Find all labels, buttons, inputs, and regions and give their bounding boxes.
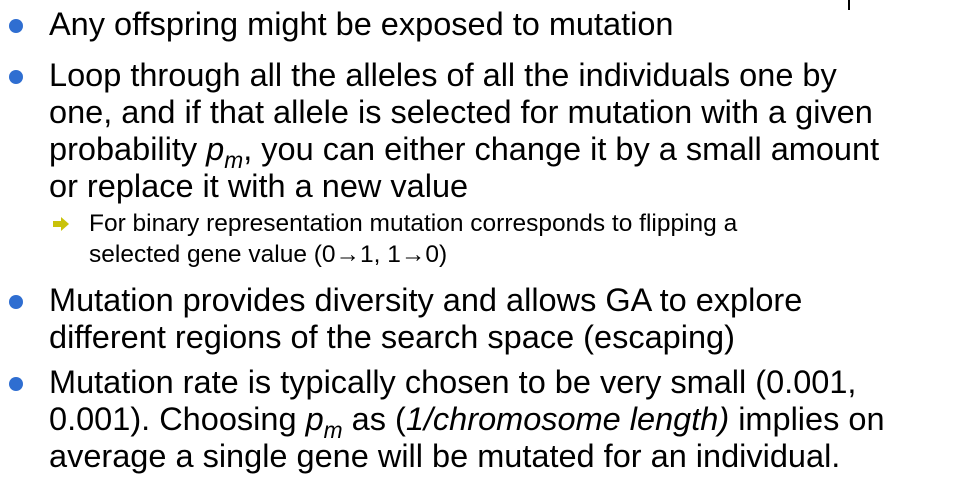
pm-subscript: m xyxy=(323,416,343,443)
bullet-text: probability xyxy=(49,131,207,167)
pm-symbol: pm xyxy=(305,401,343,441)
bullet-text: 0.001). Choosing xyxy=(49,401,306,437)
bullet-line: one, and if that allele is selected for … xyxy=(49,94,873,130)
slide-edge-mark xyxy=(848,0,850,10)
bullet-text: Any offspring might be exposed to mutati… xyxy=(49,6,674,42)
bullet-mutation-rate: Mutation rate is typically chosen to be … xyxy=(9,364,949,475)
bullet-loop-alleles: Loop through all the alleles of all the … xyxy=(9,57,949,205)
chromosome-length-expr: 1/chromosome length) xyxy=(405,401,730,437)
bullet-offspring-mutation: Any offspring might be exposed to mutati… xyxy=(9,6,949,43)
bullet-text: implies on xyxy=(729,401,885,437)
bullet-line: different regions of the search space (e… xyxy=(49,319,735,355)
subbullet-line: For binary representation mutation corre… xyxy=(89,210,738,237)
bullet-line: probability pm, you can either change it… xyxy=(49,131,949,171)
bullet-dot-icon xyxy=(9,295,23,309)
pm-p: p xyxy=(305,401,324,437)
pm-p: p xyxy=(206,131,225,167)
bullet-dot-icon xyxy=(9,19,23,33)
bullet-dot-icon xyxy=(9,70,23,84)
subbullet-line: selected gene value (0→1, 1→0) xyxy=(89,241,448,268)
bullet-line: Mutation provides diversity and allows G… xyxy=(49,282,803,318)
pm-symbol: pm xyxy=(206,131,243,171)
bullet-line: average a single gene will be mutated fo… xyxy=(49,438,841,474)
bullet-text: as ( xyxy=(342,401,406,437)
bullet-text: , you can either change it by a small am… xyxy=(243,131,880,167)
bullet-line: or replace it with a new value xyxy=(49,168,469,204)
bullet-line: Mutation rate is typically chosen to be … xyxy=(49,364,857,400)
bullet-line: 0.001). Choosing pm as (1/chromosome len… xyxy=(49,401,949,441)
subbullet-binary-flip: For binary representation mutation corre… xyxy=(53,208,949,270)
bullet-dot-icon xyxy=(9,377,23,391)
bullet-line: Loop through all the alleles of all the … xyxy=(49,57,837,93)
bullet-mutation-diversity: Mutation provides diversity and allows G… xyxy=(9,282,949,356)
pm-subscript: m xyxy=(224,146,244,173)
